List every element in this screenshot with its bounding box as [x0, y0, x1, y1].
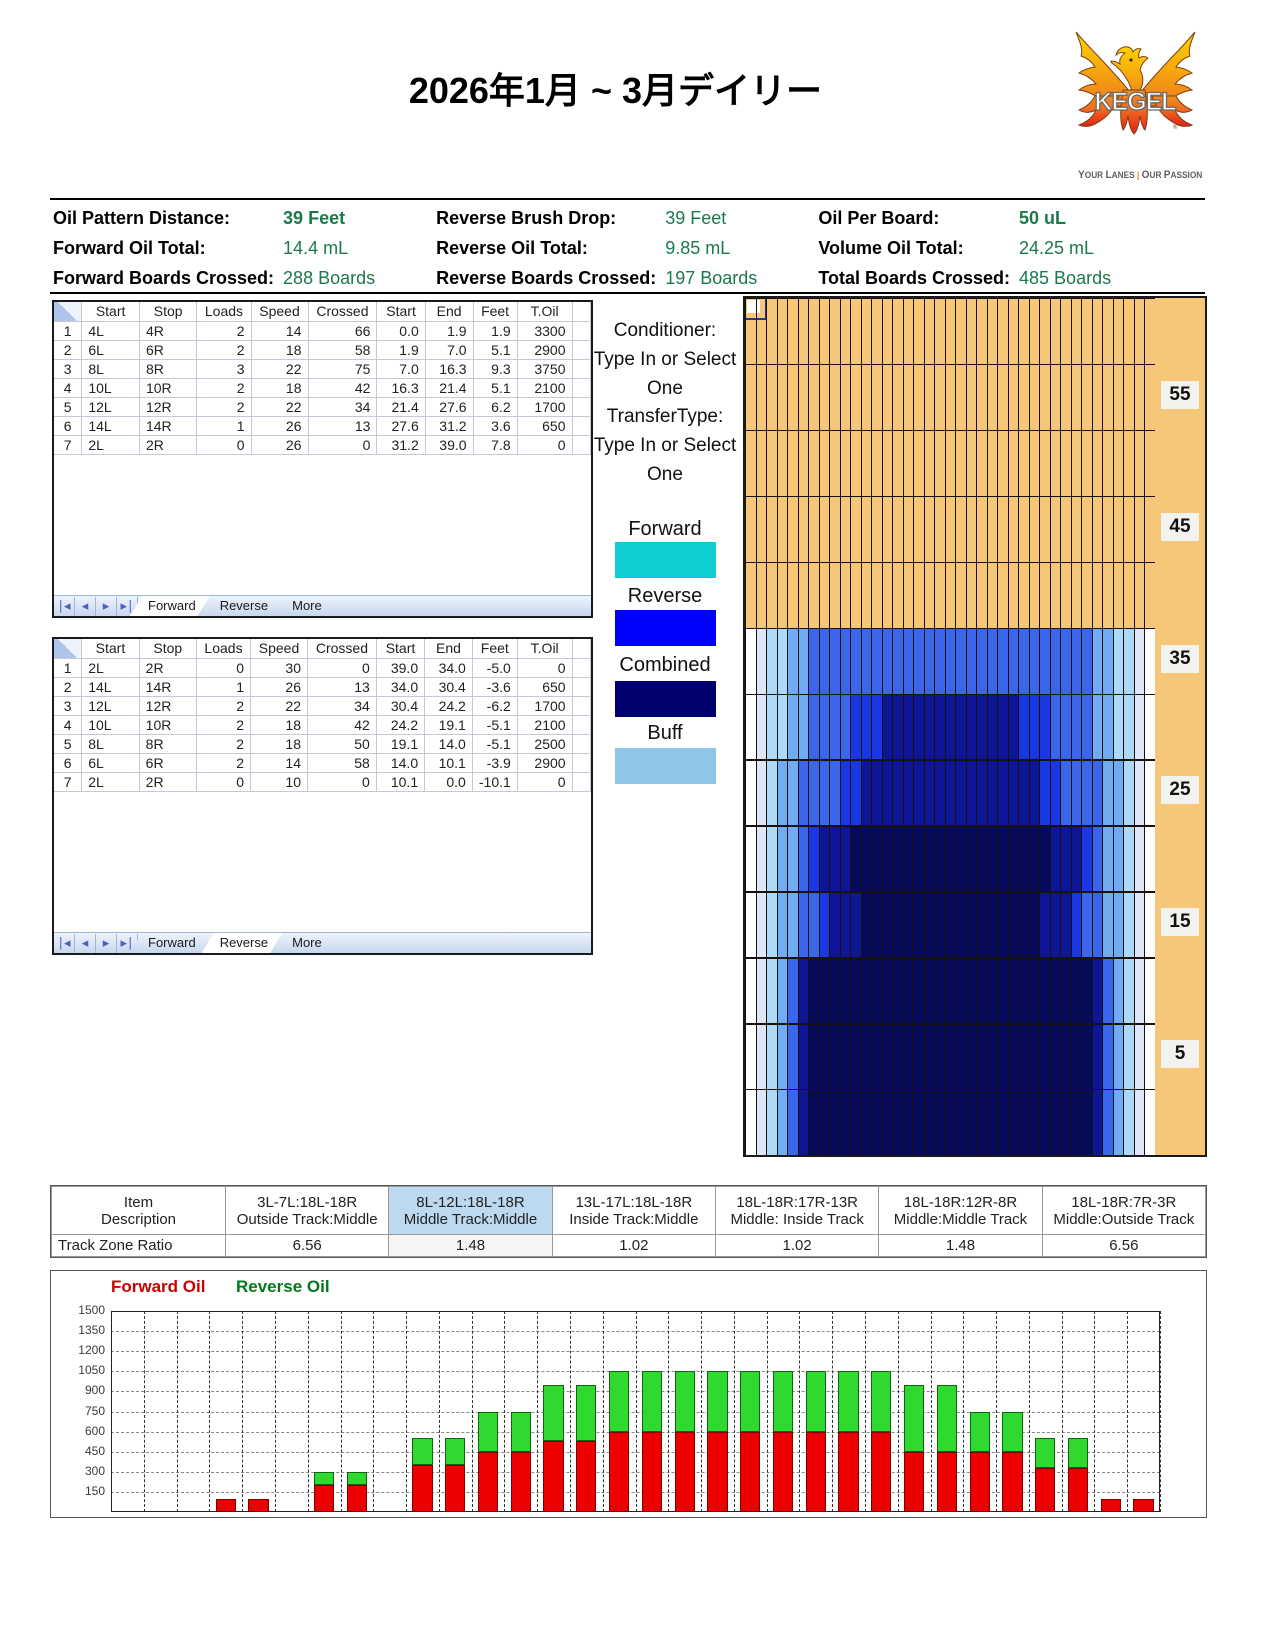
svg-text:®: ®: [1173, 124, 1178, 131]
svg-text:KEGEL: KEGEL: [1094, 88, 1176, 116]
